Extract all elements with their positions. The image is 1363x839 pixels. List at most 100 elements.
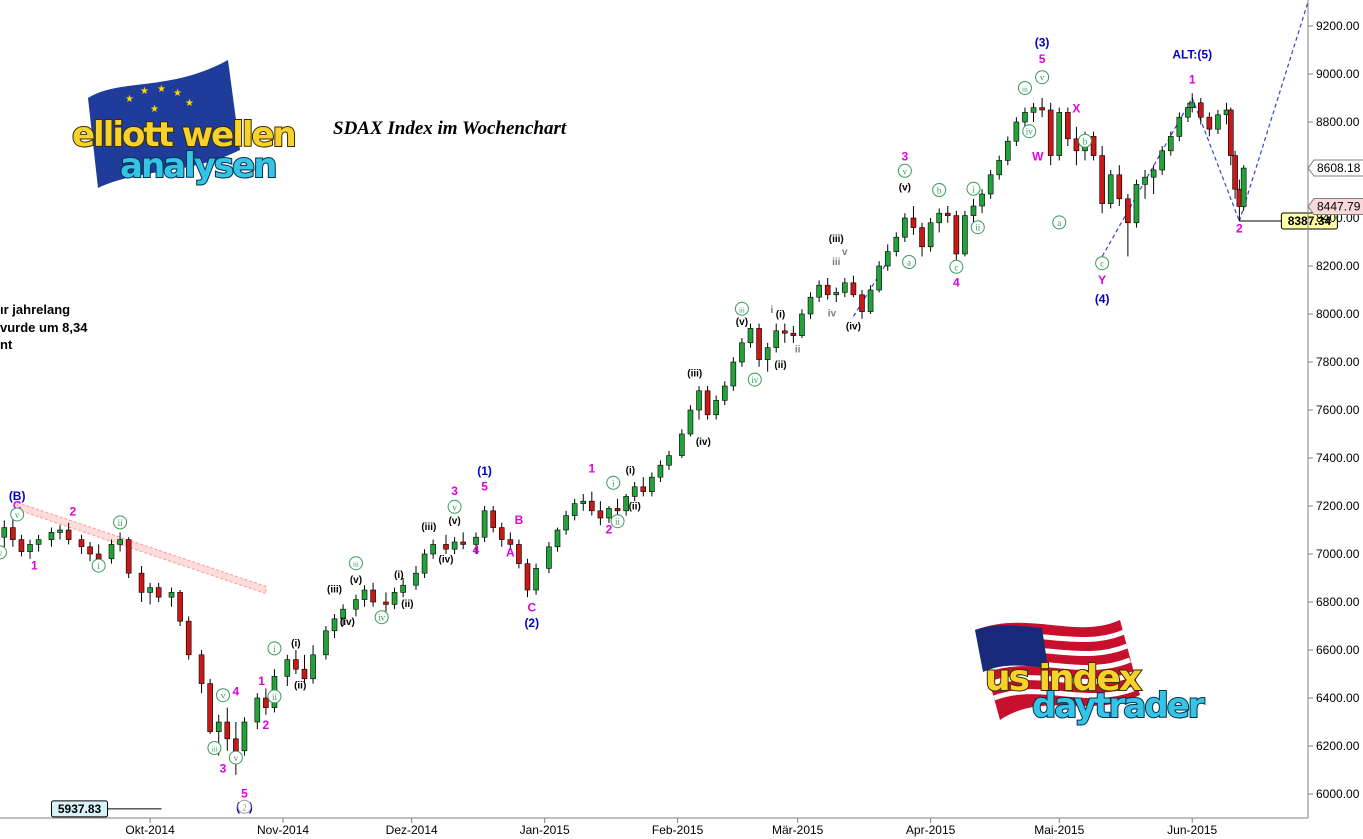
candle [284,654,291,686]
wave-label-text: iv [378,613,386,623]
candle-body [944,212,951,216]
candle [331,614,338,638]
y-tick-label: 6400.00 [1316,691,1360,705]
wave-label: c [949,259,964,274]
candle-body [78,539,85,548]
candle [1013,117,1020,146]
y-tick-label: 6000.00 [1316,787,1360,801]
candle [962,210,968,257]
wave-label-text: iii [1022,86,1028,94]
us-index-daytrader-logo: us index daytrader [975,620,1208,727]
candle [996,155,1003,180]
candle-body [310,654,316,680]
candle-body [970,205,977,216]
wave-label-text: C [13,499,22,513]
candle-body [207,683,213,732]
wave-label: (iii) [421,522,436,533]
candle [1099,146,1105,214]
wave-label-text: (ii) [401,599,413,610]
wave-label: (2) [524,616,539,630]
candle [27,539,33,559]
candle [1189,93,1196,113]
candle [979,189,985,214]
candle [254,693,261,730]
wave-label: v [0,545,7,560]
wave-label-text: v [903,166,908,176]
price-marker-label: 8608.18 [1317,161,1361,175]
wave-label-text: i [273,644,276,654]
candle-body [756,328,762,360]
logo-text-top: us index [985,658,1142,699]
candle-body [284,659,291,677]
wave-label-circle [348,556,363,571]
y-tick-label: 6600.00 [1316,643,1360,657]
candle [970,198,977,223]
wave-label-text: 2 [70,505,77,519]
candle [859,290,865,319]
candle [301,654,308,684]
candle-body [263,697,269,708]
candle-body [507,539,514,545]
wave-label-text: iv [751,375,759,385]
wave-label: ii [970,220,985,235]
candle-body [18,539,25,552]
wave-label-text: (v) [736,317,748,328]
candle [649,472,655,497]
candle [571,498,578,521]
wave-label-circle [897,163,912,178]
candle [370,582,376,607]
wave-label: (4) [1095,292,1110,306]
candle-body [490,510,496,528]
wave-label: C [13,499,22,513]
wave-label-text: v [842,247,848,258]
wave-label-text: 2 [1236,221,1243,235]
wave-label-circle [1052,215,1067,230]
candle-body [1206,116,1213,130]
x-tick-label: Apr-2015 [906,823,956,837]
wave-label: (iv) [340,617,355,628]
wave-label: 2 [237,799,252,814]
value-box: 8387.34 [1239,212,1338,230]
candle [18,534,25,557]
wave-label-circle [374,610,389,625]
candle [739,338,745,367]
wave-label-text: 5 [1039,52,1046,66]
candle-body [443,544,449,550]
wave-label-text: A [506,545,515,559]
candle [1197,98,1204,125]
candle-body [473,536,479,545]
wave-label: (B) [9,489,26,503]
candle [65,522,72,545]
candle [816,280,822,302]
candle [1022,107,1028,127]
candle [1215,110,1221,134]
wave-label-text: (iii) [687,368,702,379]
wave-label-text: i [97,561,100,571]
candle-body [117,539,123,545]
candle [168,587,175,607]
candle-body [498,527,505,540]
candle-body [1189,102,1196,108]
candle [773,323,780,353]
candle [78,534,85,554]
wave-label: iv [1022,124,1037,139]
wave-label-text: ii [795,344,801,355]
candle-body [177,592,183,622]
candle [614,498,621,516]
y-tick-label: 7600.00 [1316,403,1360,417]
y-tick-label: 8800.00 [1316,115,1360,129]
candle-body [1065,112,1071,140]
candle-body [919,227,925,248]
wave-label: (iv) [696,437,711,448]
wave-label: Y [1098,273,1106,287]
wave-label: v [228,750,243,765]
candle [1240,165,1247,211]
candle [696,386,702,420]
candle-body [816,284,822,298]
wave-label-text: v [234,753,239,763]
candle [263,688,269,715]
resistance-band [16,501,267,595]
candle-body [35,539,42,545]
price-marker-label: 8447.79 [1317,200,1361,214]
candle [1125,194,1131,257]
